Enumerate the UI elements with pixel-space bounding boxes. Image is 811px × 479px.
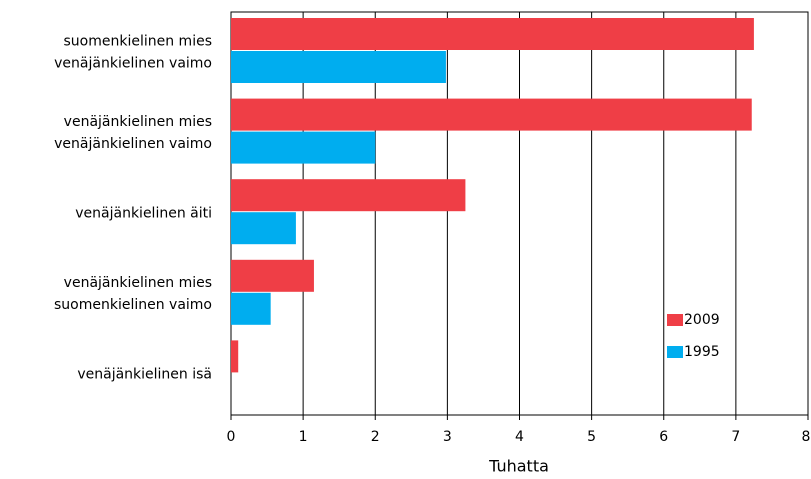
y-tick-label: venäjänkielinen mies: [64, 275, 212, 291]
bar: [231, 340, 239, 373]
legend-label: 2009: [684, 312, 720, 328]
y-tick-label: suomenkielinen mies: [64, 33, 213, 49]
x-tick-label: 3: [443, 429, 452, 445]
bar: [231, 18, 754, 50]
y-tick-label: suomenkielinen vaimo: [54, 297, 212, 313]
bar: [231, 292, 271, 325]
bar: [231, 179, 466, 212]
x-tick-label: 8: [802, 429, 811, 445]
x-tick-label: 6: [659, 429, 668, 445]
y-tick-label: venäjänkielinen isä: [77, 367, 212, 383]
bar: [231, 131, 376, 164]
y-tick-label: venäjänkielinen vaimo: [54, 136, 212, 152]
x-tick-label: 7: [731, 429, 740, 445]
bar: [231, 98, 752, 131]
x-tick-label: 2: [371, 429, 380, 445]
y-tick-label: venäjänkielinen äiti: [75, 206, 212, 222]
bar: [231, 51, 446, 83]
x-tick-label: 4: [515, 429, 524, 445]
legend-swatch: [667, 314, 683, 326]
legend-swatch: [667, 346, 683, 358]
x-tick-label: 5: [587, 429, 596, 445]
x-tick-label: 1: [299, 429, 308, 445]
bar: [231, 212, 296, 245]
x-tick-label: 0: [227, 429, 236, 445]
y-tick-label: venäjänkielinen mies: [64, 114, 212, 130]
bar: [231, 259, 314, 292]
x-axis-label: Tuhatta: [488, 457, 549, 476]
y-tick-label: venäjänkielinen vaimo: [54, 55, 212, 71]
legend-label: 1995: [684, 344, 720, 360]
